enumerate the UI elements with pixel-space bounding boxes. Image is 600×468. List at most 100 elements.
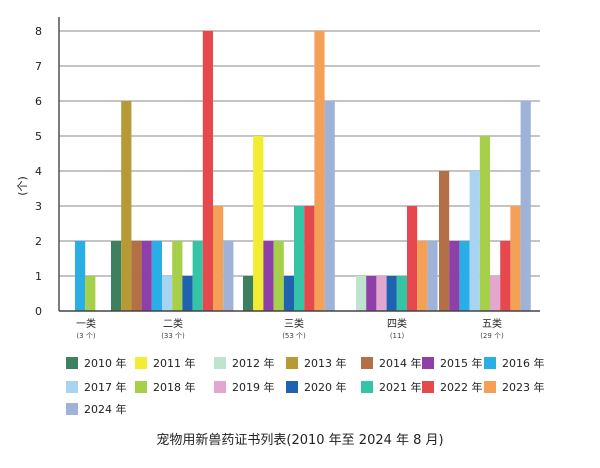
bar — [510, 206, 521, 311]
legend-label: 2017 年 — [84, 381, 127, 394]
legend-swatch — [422, 381, 434, 393]
legend-item: 2022 年 — [422, 380, 483, 394]
bar — [520, 101, 531, 311]
bar — [439, 171, 450, 311]
legend-swatch — [66, 381, 78, 393]
y-tick-label: 2 — [35, 235, 42, 248]
legend-item: 2018 年 — [135, 380, 196, 394]
legend-label: 2019 年 — [232, 381, 275, 394]
legend-label: 2022 年 — [440, 381, 483, 394]
legend-item: 2015 年 — [422, 356, 483, 370]
bar — [500, 241, 511, 311]
x-category-label: 三类 — [284, 317, 304, 330]
bar — [162, 276, 173, 311]
bar — [314, 31, 325, 311]
legend-item: 2024 年 — [66, 402, 127, 416]
bar — [366, 276, 377, 311]
bar — [111, 241, 122, 311]
legend-label: 2011 年 — [153, 357, 196, 370]
legend-swatch — [361, 381, 373, 393]
bar — [192, 241, 203, 311]
x-category-label: 一类 — [76, 317, 96, 330]
y-tick-label: 7 — [35, 60, 42, 73]
bar — [243, 276, 254, 311]
legend-swatch — [484, 357, 496, 369]
legend-swatch — [135, 357, 147, 369]
legend-swatch — [484, 381, 496, 393]
bar — [283, 276, 294, 311]
bar — [459, 241, 470, 311]
y-tick-label: 8 — [35, 25, 42, 38]
legend-swatch — [214, 357, 226, 369]
legend-label: 2021 年 — [379, 381, 422, 394]
bar — [202, 31, 213, 311]
bar — [294, 206, 305, 311]
legend-item: 2020 年 — [286, 380, 347, 394]
bar — [396, 276, 407, 311]
y-tick-label: 6 — [35, 95, 42, 108]
x-category-note: (29 个) — [480, 332, 504, 340]
bar — [356, 276, 367, 311]
legend-swatch — [214, 381, 226, 393]
bar — [304, 206, 315, 311]
legend-label: 2016 年 — [502, 357, 545, 370]
bar — [449, 241, 460, 311]
legend-item: 2010 年 — [66, 356, 127, 370]
bar — [479, 136, 490, 311]
bar — [407, 206, 418, 311]
legend-swatch — [135, 381, 147, 393]
legend-label: 2013 年 — [304, 357, 347, 370]
y-tick-label: 3 — [35, 200, 42, 213]
y-tick-label: 1 — [35, 270, 42, 283]
bar — [490, 276, 501, 311]
x-axis-categories: 一类 (3 个) 二类 (33 个) 三类 (53 个) 四类 (11) 五类 (29 个) — [76, 317, 504, 340]
bars — [75, 31, 531, 311]
x-category-label: 五类 — [482, 317, 502, 330]
bar — [263, 241, 274, 311]
bar — [417, 241, 428, 311]
bar — [131, 241, 142, 311]
y-tick-label: 5 — [35, 130, 42, 143]
x-category-label: 二类 — [163, 317, 183, 330]
bar — [223, 241, 234, 311]
legend-label: 2015 年 — [440, 357, 483, 370]
legend-label: 2014 年 — [379, 357, 422, 370]
bar — [376, 276, 387, 311]
bar — [172, 241, 183, 311]
bar — [213, 206, 224, 311]
x-category-note: (3 个) — [76, 332, 95, 340]
legend-swatch — [66, 357, 78, 369]
y-tick-label: 0 — [35, 305, 42, 318]
legend-label: 2010 年 — [84, 357, 127, 370]
x-category-note: (11) — [390, 332, 405, 340]
legend-swatch — [422, 357, 434, 369]
bar — [324, 101, 335, 311]
bar — [427, 241, 438, 311]
legend-swatch — [286, 357, 298, 369]
legend-label: 2012 年 — [232, 357, 275, 370]
legend-swatch — [286, 381, 298, 393]
legend-item: 2011 年 — [135, 356, 196, 370]
legend-item: 2012 年 — [214, 356, 275, 370]
legend-item: 2016 年 — [484, 356, 545, 370]
bar — [75, 241, 86, 311]
legend-swatch — [361, 357, 373, 369]
legend-label: 2024 年 — [84, 403, 127, 416]
bar — [273, 241, 284, 311]
bar — [85, 276, 96, 311]
legend-item: 2023 年 — [484, 380, 545, 394]
x-category-label: 四类 — [387, 317, 407, 330]
bar — [469, 171, 480, 311]
legend-item: 2017 年 — [66, 380, 127, 394]
y-axis-label: (个) — [16, 176, 29, 196]
legend-label: 2018 年 — [153, 381, 196, 394]
bar — [253, 136, 264, 311]
y-tick-label: 4 — [35, 165, 42, 178]
x-category-note: (53 个) — [282, 332, 306, 340]
bar — [141, 241, 152, 311]
legend-item: 2014 年 — [361, 356, 422, 370]
legend-label: 2023 年 — [502, 381, 545, 394]
legend-item: 2013 年 — [286, 356, 347, 370]
bar — [121, 101, 132, 311]
